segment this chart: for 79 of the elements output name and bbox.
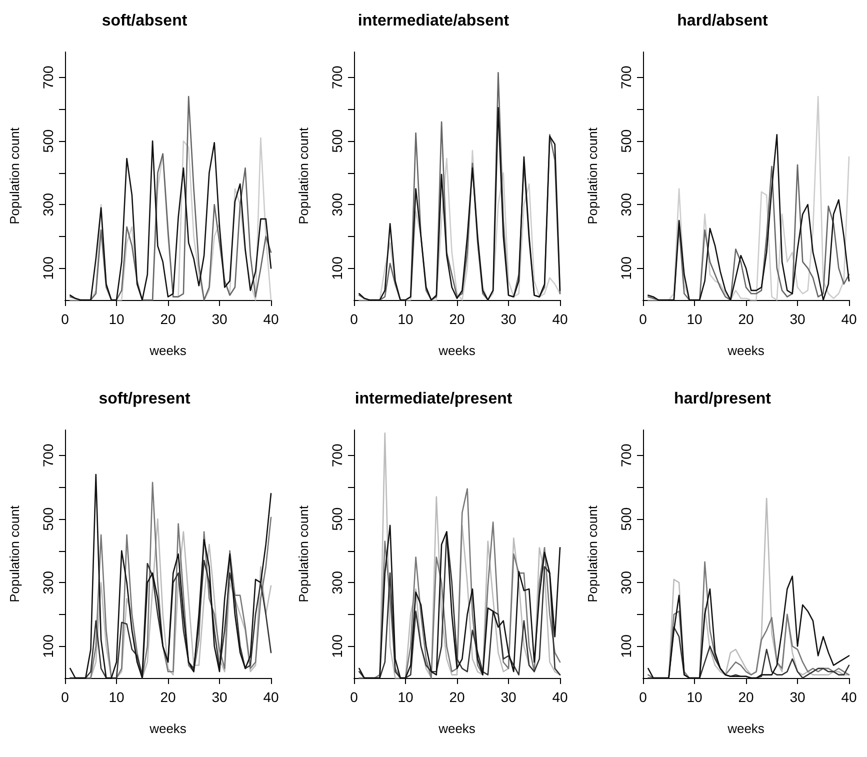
y-tick-label: 500 — [40, 507, 56, 531]
y-tick-label: 500 — [329, 129, 345, 153]
line-series — [70, 560, 272, 679]
x-tick-label: 30 — [790, 311, 806, 327]
y-tick-label: 500 — [40, 129, 56, 153]
line-series — [648, 96, 850, 301]
y-tick-label: 100 — [329, 256, 345, 280]
x-tick-label: 40 — [841, 689, 857, 705]
y-tick-label: 100 — [618, 256, 634, 280]
y-tick-label: 700 — [618, 444, 634, 468]
y-tick-label: 100 — [618, 634, 634, 658]
x-tick-label: 40 — [841, 311, 857, 327]
x-axis-title: weeks — [148, 343, 187, 358]
x-tick-label: 10 — [108, 689, 124, 705]
y-tick-label: 300 — [329, 192, 345, 216]
x-tick-label: 0 — [61, 689, 70, 705]
x-tick-label: 30 — [500, 689, 516, 705]
x-axis-title: weeks — [726, 343, 765, 358]
x-tick-label: 10 — [108, 311, 124, 327]
x-axis-title: weeks — [438, 343, 476, 358]
y-tick-label: 500 — [329, 507, 345, 531]
x-tick-label: 30 — [790, 689, 806, 705]
x-tick-label: 30 — [212, 311, 228, 327]
line-series — [358, 106, 561, 301]
x-tick-label: 10 — [686, 311, 702, 327]
x-tick-label: 10 — [398, 689, 414, 705]
y-axis-title: Population count — [296, 505, 311, 602]
x-tick-label: 10 — [398, 311, 414, 327]
y-tick-label: 700 — [329, 66, 345, 90]
x-axis-title: weeks — [726, 721, 765, 736]
y-tick-label: 700 — [618, 66, 634, 90]
y-tick-label: 100 — [329, 634, 345, 658]
x-tick-label: 20 — [738, 311, 754, 327]
x-axis-title: weeks — [148, 721, 187, 736]
line-series — [648, 164, 850, 301]
x-tick-label: 0 — [639, 689, 648, 705]
x-tick-label: 0 — [61, 311, 70, 327]
y-axis-title: Population count — [7, 505, 22, 602]
x-tick-label: 0 — [350, 689, 358, 705]
y-tick-label: 500 — [618, 507, 634, 531]
x-tick-label: 40 — [552, 689, 568, 705]
y-tick-label: 500 — [618, 129, 634, 153]
line-series — [70, 96, 272, 301]
y-axis-title: Population count — [585, 127, 600, 224]
x-tick-label: 40 — [263, 689, 279, 705]
x-tick-label: 40 — [263, 311, 279, 327]
x-tick-label: 20 — [449, 311, 465, 327]
line-series — [358, 488, 561, 679]
y-tick-label: 300 — [618, 570, 634, 594]
chart-title: intermediate/present — [354, 390, 513, 408]
y-tick-label: 300 — [40, 192, 56, 216]
chart-title: hard/absent — [677, 12, 769, 30]
y-tick-label: 700 — [40, 444, 56, 468]
y-tick-label: 100 — [40, 256, 56, 280]
chart-title: soft/absent — [102, 12, 188, 30]
y-tick-label: 300 — [618, 192, 634, 216]
x-tick-label: 20 — [160, 689, 176, 705]
y-axis-title: Population count — [296, 127, 311, 224]
y-axis-title: Population count — [7, 127, 22, 224]
x-tick-label: 30 — [500, 311, 516, 327]
x-tick-label: 20 — [738, 689, 754, 705]
x-tick-label: 0 — [639, 311, 648, 327]
x-tick-label: 0 — [350, 311, 358, 327]
y-tick-label: 300 — [40, 570, 56, 594]
y-tick-label: 700 — [329, 444, 345, 468]
y-tick-label: 300 — [329, 570, 345, 594]
x-axis-title: weeks — [438, 721, 476, 736]
x-tick-label: 30 — [212, 689, 228, 705]
chart-title: hard/present — [674, 390, 772, 408]
x-tick-label: 40 — [552, 311, 568, 327]
x-tick-label: 20 — [160, 311, 176, 327]
chart-title: soft/present — [98, 390, 191, 408]
line-series — [648, 134, 850, 301]
y-tick-label: 700 — [40, 66, 56, 90]
chart-title: intermediate/absent — [358, 12, 510, 30]
x-tick-label: 20 — [449, 689, 465, 705]
y-tick-label: 100 — [40, 634, 56, 658]
x-tick-label: 10 — [686, 689, 702, 705]
y-axis-title: Population count — [585, 505, 600, 602]
